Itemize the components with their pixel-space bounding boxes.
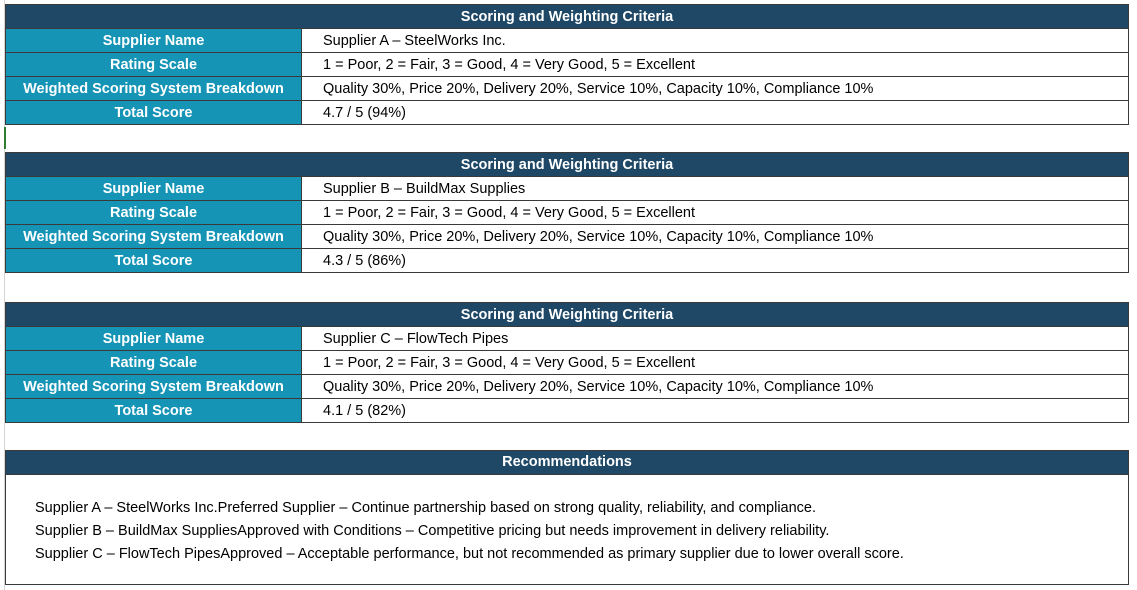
recommendation-supplier-a: Supplier A – SteelWorks Inc.Preferred Su… [35, 500, 817, 516]
criteria-table-supplier-b: Scoring and Weighting Criteria Supplier … [5, 152, 1129, 273]
recommendations-body[interactable]: Supplier A – SteelWorks Inc.Preferred Su… [6, 475, 1128, 566]
rating-scale-label[interactable]: Rating Scale [5, 350, 302, 375]
criteria-table-supplier-a: Scoring and Weighting Criteria Supplier … [5, 4, 1129, 125]
criteria-table-supplier-c: Scoring and Weighting Criteria Supplier … [5, 302, 1129, 423]
table-row: Supplier Name Supplier A – SteelWorks In… [5, 28, 1129, 53]
column-gridline [4, 0, 5, 590]
recommendations-panel: Recommendations Supplier A – SteelWorks … [5, 450, 1129, 585]
total-score-value[interactable]: 4.7 / 5 (94%) [301, 100, 1129, 125]
supplier-name-value[interactable]: Supplier B – BuildMax Supplies [301, 176, 1129, 201]
supplier-name-label[interactable]: Supplier Name [5, 28, 302, 53]
rating-scale-value[interactable]: 1 = Poor, 2 = Fair, 3 = Good, 4 = Very G… [301, 52, 1129, 77]
rating-scale-value[interactable]: 1 = Poor, 2 = Fair, 3 = Good, 4 = Very G… [301, 350, 1129, 375]
table-row: Total Score 4.1 / 5 (82%) [5, 398, 1129, 423]
weighting-value[interactable]: Quality 30%, Price 20%, Delivery 20%, Se… [301, 374, 1129, 399]
table-header[interactable]: Scoring and Weighting Criteria [5, 302, 1129, 327]
rating-scale-value[interactable]: 1 = Poor, 2 = Fair, 3 = Good, 4 = Very G… [301, 200, 1129, 225]
table-row: Rating Scale 1 = Poor, 2 = Fair, 3 = Goo… [5, 350, 1129, 375]
recommendation-supplier-b: Supplier B – BuildMax SuppliesApproved w… [35, 523, 830, 539]
supplier-name-value[interactable]: Supplier A – SteelWorks Inc. [301, 28, 1129, 53]
supplier-name-label[interactable]: Supplier Name [5, 326, 302, 351]
table-row: Rating Scale 1 = Poor, 2 = Fair, 3 = Goo… [5, 200, 1129, 225]
total-score-label[interactable]: Total Score [5, 100, 302, 125]
total-score-label[interactable]: Total Score [5, 248, 302, 273]
table-row: Supplier Name Supplier C – FlowTech Pipe… [5, 326, 1129, 351]
weighting-value[interactable]: Quality 30%, Price 20%, Delivery 20%, Se… [301, 76, 1129, 101]
table-header[interactable]: Scoring and Weighting Criteria [5, 152, 1129, 177]
recommendations-header[interactable]: Recommendations [6, 451, 1128, 475]
rating-scale-label[interactable]: Rating Scale [5, 200, 302, 225]
table-header[interactable]: Scoring and Weighting Criteria [5, 4, 1129, 29]
total-score-value[interactable]: 4.3 / 5 (86%) [301, 248, 1129, 273]
table-row: Weighted Scoring System Breakdown Qualit… [5, 76, 1129, 101]
weighting-value[interactable]: Quality 30%, Price 20%, Delivery 20%, Se… [301, 224, 1129, 249]
total-score-value[interactable]: 4.1 / 5 (82%) [301, 398, 1129, 423]
table-row: Weighted Scoring System Breakdown Qualit… [5, 374, 1129, 399]
weighting-label[interactable]: Weighted Scoring System Breakdown [5, 374, 302, 399]
table-row: Total Score 4.7 / 5 (94%) [5, 100, 1129, 125]
table-row: Total Score 4.3 / 5 (86%) [5, 248, 1129, 273]
total-score-label[interactable]: Total Score [5, 398, 302, 423]
rating-scale-label[interactable]: Rating Scale [5, 52, 302, 77]
table-row: Rating Scale 1 = Poor, 2 = Fair, 3 = Goo… [5, 52, 1129, 77]
supplier-name-value[interactable]: Supplier C – FlowTech Pipes [301, 326, 1129, 351]
supplier-name-label[interactable]: Supplier Name [5, 176, 302, 201]
table-row: Supplier Name Supplier B – BuildMax Supp… [5, 176, 1129, 201]
weighting-label[interactable]: Weighted Scoring System Breakdown [5, 224, 302, 249]
recommendation-supplier-c: Supplier C – FlowTech PipesApproved – Ac… [35, 546, 904, 562]
active-cell-indicator [4, 127, 6, 149]
table-row: Weighted Scoring System Breakdown Qualit… [5, 224, 1129, 249]
weighting-label[interactable]: Weighted Scoring System Breakdown [5, 76, 302, 101]
